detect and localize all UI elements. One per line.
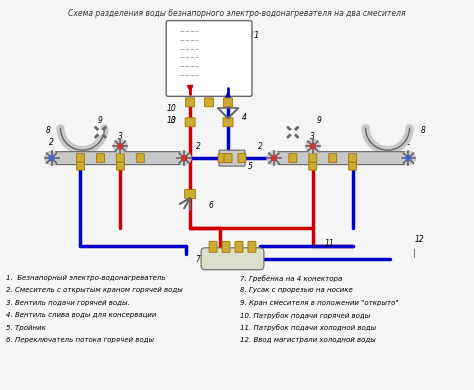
FancyBboxPatch shape (223, 118, 233, 127)
FancyBboxPatch shape (137, 154, 144, 163)
Text: 5: 5 (247, 161, 252, 170)
FancyBboxPatch shape (219, 150, 245, 166)
Text: 11: 11 (325, 239, 335, 248)
Text: Схема разделения воды безнапорного электро-водонагревателя на два смесителя: Схема разделения воды безнапорного элект… (68, 9, 406, 18)
Text: 8: 8 (421, 126, 426, 135)
FancyBboxPatch shape (235, 241, 243, 252)
Text: 4: 4 (242, 113, 247, 122)
Circle shape (177, 151, 191, 165)
Text: 12. Ввод магистрали холодной воды: 12. Ввод магистрали холодной воды (240, 337, 376, 343)
Circle shape (401, 151, 416, 165)
FancyBboxPatch shape (186, 98, 195, 107)
Circle shape (272, 156, 276, 161)
FancyBboxPatch shape (185, 190, 196, 199)
FancyBboxPatch shape (166, 21, 252, 96)
FancyBboxPatch shape (309, 162, 317, 170)
Text: 10: 10 (166, 104, 176, 113)
FancyBboxPatch shape (201, 248, 264, 270)
Circle shape (406, 156, 411, 161)
FancyBboxPatch shape (329, 154, 337, 163)
Text: 3: 3 (118, 132, 123, 141)
Text: 2: 2 (406, 138, 411, 147)
FancyBboxPatch shape (349, 154, 356, 163)
FancyBboxPatch shape (54, 152, 182, 165)
Text: 6. Переключатель потока горячей воды: 6. Переключатель потока горячей воды (6, 337, 154, 343)
Text: 8. Гусак с прорезью на носике: 8. Гусак с прорезью на носике (240, 287, 353, 293)
FancyBboxPatch shape (116, 154, 124, 163)
Circle shape (113, 139, 128, 153)
FancyBboxPatch shape (205, 98, 214, 107)
Text: 2: 2 (196, 142, 201, 151)
Text: 1.  Безнапорный электро-водонагреватель: 1. Безнапорный электро-водонагреватель (6, 275, 165, 281)
Circle shape (49, 156, 54, 161)
FancyBboxPatch shape (209, 241, 217, 252)
Circle shape (98, 130, 103, 135)
Circle shape (118, 144, 123, 149)
Text: 8: 8 (46, 126, 51, 135)
Text: 9: 9 (316, 116, 321, 125)
Circle shape (182, 156, 187, 161)
Circle shape (291, 130, 295, 135)
FancyBboxPatch shape (309, 154, 317, 163)
Text: 2: 2 (257, 142, 263, 151)
FancyBboxPatch shape (116, 162, 124, 170)
Circle shape (306, 139, 320, 153)
Text: 5. Тройник: 5. Тройник (6, 324, 46, 331)
FancyBboxPatch shape (224, 154, 232, 163)
Text: 12: 12 (414, 235, 424, 244)
Circle shape (310, 144, 315, 149)
Circle shape (267, 151, 281, 165)
Text: 10. Патрубок подачи горячей воды: 10. Патрубок подачи горячей воды (240, 312, 370, 319)
FancyBboxPatch shape (218, 154, 226, 163)
FancyBboxPatch shape (224, 98, 233, 107)
FancyBboxPatch shape (349, 162, 356, 170)
Text: 3: 3 (171, 116, 176, 125)
Circle shape (45, 151, 58, 165)
Text: 2: 2 (49, 138, 54, 147)
FancyBboxPatch shape (289, 154, 297, 163)
FancyBboxPatch shape (238, 154, 246, 163)
Text: 9: 9 (98, 116, 103, 125)
Text: 10: 10 (166, 116, 176, 125)
FancyBboxPatch shape (276, 152, 406, 165)
Text: 9. Кран смесителя в положении "открыто": 9. Кран смесителя в положении "открыто" (240, 300, 399, 306)
Text: 2. Смеситель с открытым краном горячей воды: 2. Смеситель с открытым краном горячей в… (6, 287, 182, 293)
FancyBboxPatch shape (222, 241, 230, 252)
FancyBboxPatch shape (76, 154, 84, 163)
Text: 3: 3 (310, 132, 315, 141)
Text: 4. Вентиль слива воды для консервации: 4. Вентиль слива воды для консервации (6, 312, 156, 318)
Text: 7: 7 (195, 255, 200, 264)
FancyBboxPatch shape (185, 118, 195, 127)
FancyBboxPatch shape (96, 154, 104, 163)
Text: 11. Патрубок подачи холодной воды: 11. Патрубок подачи холодной воды (240, 324, 376, 331)
Text: 7. Гребенка на 4 конектора: 7. Гребенка на 4 конектора (240, 275, 342, 282)
FancyBboxPatch shape (248, 241, 256, 252)
Text: 1: 1 (254, 30, 259, 40)
Text: 6: 6 (208, 202, 213, 211)
FancyBboxPatch shape (76, 162, 84, 170)
Text: 3. Вентиль подачи горячей воды.: 3. Вентиль подачи горячей воды. (6, 300, 129, 306)
